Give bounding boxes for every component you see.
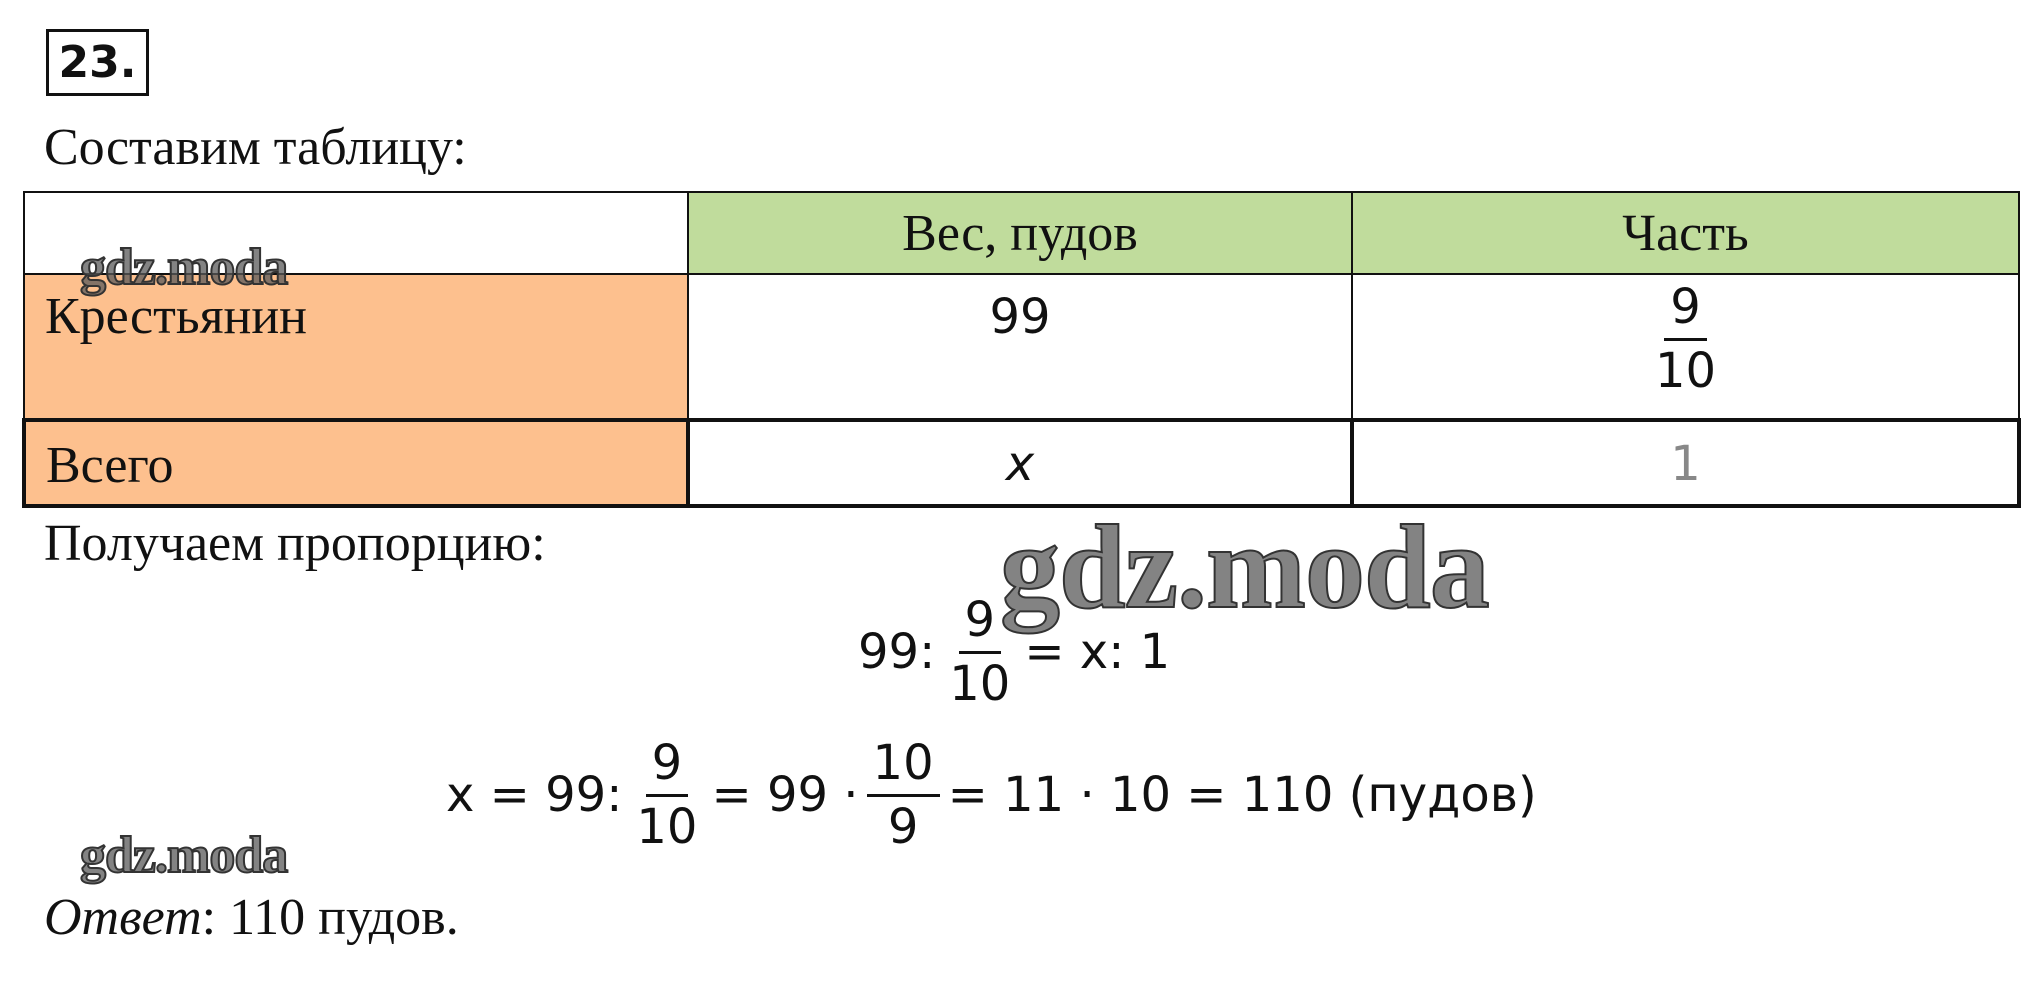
header-empty [23, 191, 689, 275]
eq-text: 99: [858, 624, 936, 681]
problem-number: 23. [46, 29, 149, 96]
answer-text: : 110 пудов. [201, 889, 459, 946]
watermark: gdz.moda [79, 826, 289, 885]
denominator: 10 [949, 655, 1011, 712]
table: Вес, пудов Часть Крестьянин 99 9 10 Всего… [22, 191, 2021, 508]
numerator: 9 [645, 733, 689, 797]
denominator: 9 [887, 798, 919, 855]
eq-text: x = 99: [446, 767, 623, 824]
denominator: 10 [636, 798, 698, 855]
watermark: gdz.moda [999, 499, 1491, 634]
cell: 9 10 [1351, 273, 2020, 421]
row-label: Всего [22, 418, 690, 508]
eq-text: = 99 · [711, 767, 859, 824]
cell: 1 [1350, 418, 2021, 508]
answer: Ответ: 110 пудов. [44, 892, 459, 944]
numerator: 9 [958, 590, 1002, 654]
equation: x = 99: 9 10 = 99 · 10 9 = 11 · 10 = 110 (… [446, 733, 1537, 858]
header-row: Вес, пудов Часть [23, 191, 2020, 275]
row: Всего x 1 [22, 418, 2021, 508]
cell: x [687, 418, 1353, 508]
watermark: gdz.moda [79, 238, 289, 297]
header-cell: Вес, пудов [687, 191, 1353, 275]
numerator: 10 [866, 733, 940, 797]
denominator: 10 [1654, 342, 1717, 399]
eq-text: = x: 1 [1024, 624, 1171, 681]
numerator: 9 [1664, 277, 1707, 341]
proportion-intro: Получаем пропорцию: [44, 515, 546, 572]
intro: Составим таблицу: [44, 119, 467, 176]
header-cell: Часть [1351, 191, 2020, 275]
row-label: Крестьянин [23, 273, 689, 421]
cell: 99 [687, 273, 1353, 421]
row: Крестьянин 99 9 10 [23, 273, 2020, 421]
equation: 99: 9 10 = x: 1 [858, 590, 1170, 715]
eq-text: = 11 · 10 = 110 (пудов) [947, 767, 1537, 824]
answer-label: Ответ [44, 889, 202, 946]
